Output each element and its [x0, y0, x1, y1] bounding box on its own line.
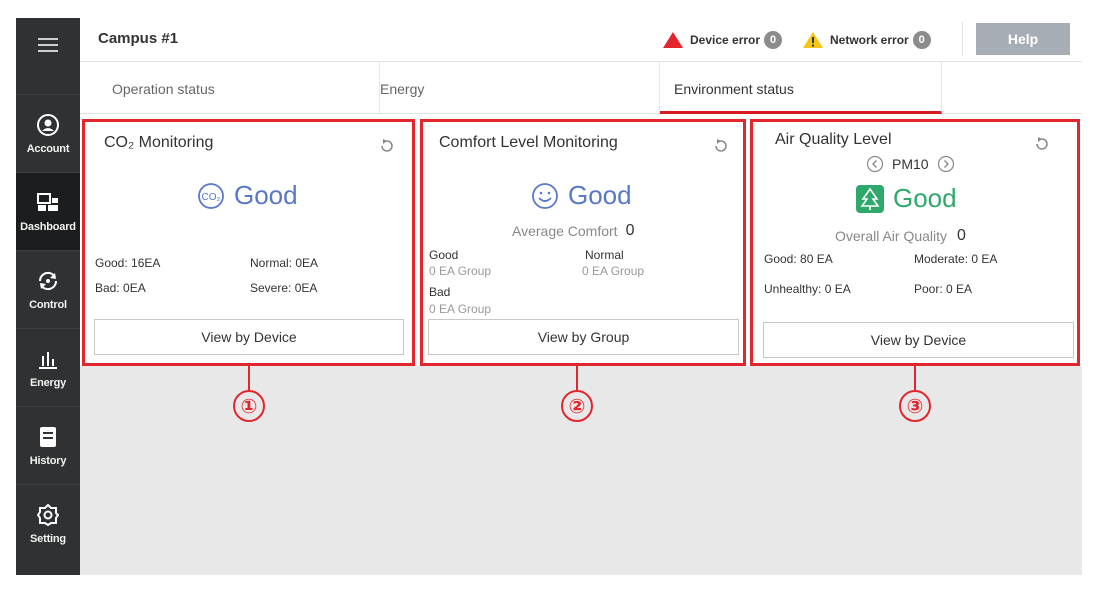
comfort-view-by-group-button[interactable]: View by Group	[428, 319, 739, 355]
sidebar-item-label: Control	[29, 298, 67, 311]
comfort-monitoring-card	[420, 119, 746, 366]
co2-normal-count: Normal: 0EA	[250, 256, 319, 270]
average-comfort-value: 0	[625, 222, 635, 239]
energy-chart-icon	[36, 347, 60, 371]
air-quality-card	[750, 119, 1080, 366]
co2-bad-count: Bad: 0EA	[95, 281, 146, 295]
air-status-text: Good	[893, 183, 957, 213]
history-icon	[36, 425, 60, 449]
overall-air-quality-value: 0	[957, 227, 966, 244]
sidebar-item-history[interactable]: History	[16, 406, 80, 484]
pm-label: PM10	[892, 156, 929, 172]
callout-line-3	[914, 366, 916, 390]
sidebar-item-control[interactable]: Control	[16, 250, 80, 328]
overall-air-quality-label: Overall Air Quality	[835, 228, 948, 244]
comfort-bad-value: 0 EA Group	[429, 302, 492, 316]
top-header: Campus #1 Device error 0 Network error 0…	[80, 18, 1082, 62]
network-error-label: Network error	[830, 33, 909, 47]
callout-number-3: ③	[899, 390, 931, 422]
comfort-status: Good	[530, 180, 632, 211]
sidebar-item-account[interactable]: Account	[16, 94, 80, 172]
svg-text:CO₂: CO₂	[202, 192, 221, 203]
sidebar: Account Dashboard Control Energy History…	[16, 18, 80, 575]
sidebar-item-label: Dashboard	[20, 220, 76, 233]
tab-bar: Operation status Energy Environment stat…	[80, 62, 1082, 114]
sidebar-item-label: Energy	[29, 376, 67, 389]
air-status: Good	[855, 183, 957, 214]
callout-number-2: ②	[561, 390, 593, 422]
refresh-icon[interactable]	[1034, 136, 1050, 152]
comfort-status-text: Good	[568, 180, 632, 210]
air-moderate-count: Moderate: 0 EA	[914, 252, 998, 266]
tab-operation-status[interactable]: Operation status	[98, 62, 380, 114]
co2-card-title: CO₂ Monitoring	[104, 134, 214, 151]
sidebar-item-label: Setting	[30, 532, 66, 545]
co2-icon: CO₂	[198, 182, 224, 209]
callout-number-1: ①	[233, 390, 265, 422]
tab-label: Energy	[380, 81, 425, 97]
comfort-card-title: Comfort Level Monitoring	[439, 134, 618, 151]
tree-icon	[856, 184, 884, 213]
air-card-title: Air Quality Level	[775, 131, 892, 148]
comfort-good-label: Good	[429, 248, 459, 262]
smiley-icon	[532, 182, 558, 209]
sidebar-item-setting[interactable]: Setting	[16, 484, 80, 562]
co2-view-by-device-button[interactable]: View by Device	[94, 319, 404, 355]
air-view-by-device-button[interactable]: View by Device	[763, 322, 1074, 358]
network-error-count: 0	[912, 31, 931, 49]
refresh-icon[interactable]	[713, 138, 729, 154]
co2-good-count: Good: 16EA	[95, 256, 161, 270]
co2-status: CO₂ Good	[196, 180, 298, 211]
callout-line-2	[576, 366, 578, 390]
comfort-bad-label: Bad	[429, 285, 451, 299]
air-unhealthy-count: Unhealthy: 0 EA	[764, 282, 851, 296]
comfort-good-value: 0 EA Group	[429, 264, 492, 278]
menu-icon[interactable]	[16, 18, 80, 72]
gear-icon	[36, 503, 60, 527]
chevron-left-icon[interactable]	[866, 155, 884, 173]
user-icon	[36, 113, 60, 137]
control-icon	[36, 269, 60, 293]
average-comfort: Average Comfort 0	[512, 222, 634, 240]
co2-monitoring-card	[82, 119, 415, 366]
sidebar-item-dashboard[interactable]: Dashboard	[16, 172, 80, 250]
header-divider	[962, 22, 963, 56]
dashboard-icon	[36, 191, 60, 215]
co2-status-text: Good	[234, 180, 298, 210]
pm-selector: PM10	[866, 155, 955, 173]
co2-severe-count: Severe: 0EA	[250, 281, 318, 295]
device-error-icon	[663, 32, 683, 48]
device-error-indicator[interactable]: Device error 0	[662, 31, 783, 49]
device-error-label: Device error	[690, 33, 761, 47]
average-comfort-label: Average Comfort	[512, 223, 618, 239]
refresh-icon[interactable]	[379, 138, 395, 154]
page-title: Campus #1	[98, 30, 179, 47]
network-warning-icon	[803, 32, 823, 48]
network-error-indicator[interactable]: Network error 0	[802, 31, 931, 49]
sidebar-item-label: History	[29, 454, 67, 467]
overall-air-quality: Overall Air Quality 0	[835, 227, 966, 245]
comfort-normal-label: Normal	[585, 248, 624, 262]
air-poor-count: Poor: 0 EA	[914, 282, 973, 296]
sidebar-item-label: Account	[26, 142, 70, 155]
sidebar-item-energy[interactable]: Energy	[16, 328, 80, 406]
comfort-normal-value: 0 EA Group	[582, 264, 645, 278]
tab-environment-status[interactable]: Environment status	[660, 62, 942, 114]
help-button[interactable]: Help	[976, 23, 1070, 55]
air-good-count: Good: 80 EA	[764, 252, 833, 266]
chevron-right-icon[interactable]	[937, 155, 955, 173]
callout-line-1	[248, 366, 250, 390]
tab-energy[interactable]: Energy	[380, 62, 660, 114]
device-error-count: 0	[764, 31, 783, 49]
